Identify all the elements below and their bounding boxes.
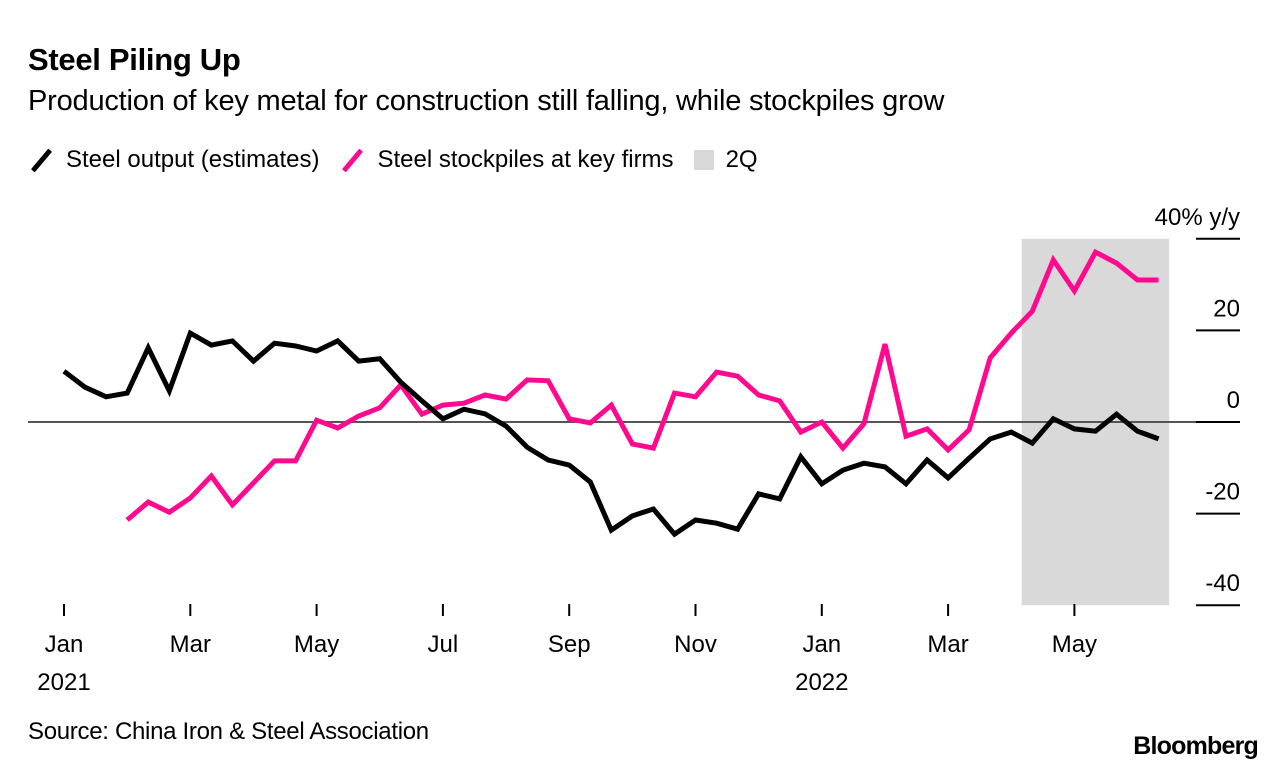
chart-title: Steel Piling Up	[28, 42, 241, 77]
x-tick-label: Jul	[428, 631, 459, 658]
legend-item-steel-output: Steel output (estimates)	[28, 146, 319, 174]
legend: Steel output (estimates) Steel stockpile…	[28, 146, 778, 174]
x-tick-label: May	[1052, 631, 1097, 658]
y-tick-label: -20	[1205, 479, 1240, 506]
x-tick-label: Mar	[927, 631, 968, 658]
x-tick-label: Jan	[45, 631, 84, 658]
x-tick-label: Mar	[170, 631, 211, 658]
legend-label: Steel stockpiles at key firms	[377, 146, 674, 173]
x-tick-label: Sep	[548, 631, 591, 658]
series-line-steel-stockpiles	[125, 248, 1159, 522]
legend-item-steel-stockpiles: Steel stockpiles at key firms	[339, 146, 673, 174]
x-tick-label: Jan	[802, 631, 841, 658]
x-tick-label: Nov	[674, 631, 717, 658]
legend-item-2q: 2Q	[693, 146, 758, 174]
source-note: Source: China Iron & Steel Association	[28, 718, 429, 745]
x-tick-label: May	[294, 631, 339, 658]
series-line-steel-output	[62, 329, 1160, 538]
legend-box-icon	[693, 150, 714, 170]
y-tick-label: 20	[1213, 295, 1240, 322]
y-tick-label: 40% y/y	[1155, 204, 1240, 231]
legend-label: Steel output (estimates)	[66, 146, 320, 173]
y-tick-label: -40	[1205, 570, 1240, 597]
y-tick-label: 0	[1227, 387, 1240, 414]
x-tick-year-label: 2021	[37, 669, 90, 696]
chart-subtitle: Production of key metal for construction…	[28, 85, 945, 117]
x-tick-year-label: 2022	[795, 669, 848, 696]
legend-label: 2Q	[725, 146, 758, 173]
bloomberg-logo: Bloomberg	[1133, 732, 1259, 760]
